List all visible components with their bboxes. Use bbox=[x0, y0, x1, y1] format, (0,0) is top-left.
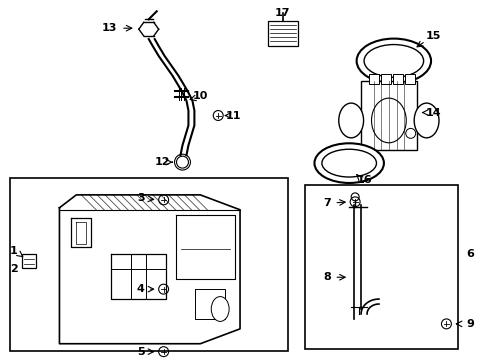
Text: 4: 4 bbox=[137, 284, 145, 294]
Text: 7: 7 bbox=[323, 198, 331, 208]
Text: 17: 17 bbox=[275, 8, 291, 18]
Bar bbox=[361, 81, 416, 150]
Text: 14: 14 bbox=[426, 108, 441, 117]
Bar bbox=[22, 255, 36, 268]
Ellipse shape bbox=[414, 103, 439, 138]
Bar bbox=[305, 185, 458, 349]
Text: 16: 16 bbox=[356, 175, 372, 185]
Text: 9: 9 bbox=[466, 319, 474, 329]
Ellipse shape bbox=[211, 297, 229, 321]
Ellipse shape bbox=[357, 39, 431, 83]
Text: 10: 10 bbox=[193, 91, 208, 101]
Bar bbox=[268, 21, 297, 46]
Text: 6: 6 bbox=[466, 249, 474, 260]
Text: 2: 2 bbox=[10, 264, 18, 274]
Bar bbox=[405, 74, 415, 84]
Ellipse shape bbox=[339, 103, 364, 138]
Bar bbox=[369, 74, 379, 84]
Text: 3: 3 bbox=[137, 193, 145, 203]
Bar bbox=[393, 74, 403, 84]
Ellipse shape bbox=[322, 149, 376, 177]
Ellipse shape bbox=[364, 45, 424, 77]
Text: 15: 15 bbox=[426, 31, 441, 41]
Text: 12: 12 bbox=[155, 157, 171, 167]
Bar bbox=[381, 74, 391, 84]
Text: 11: 11 bbox=[225, 111, 241, 121]
Text: 1: 1 bbox=[10, 247, 18, 256]
Bar bbox=[10, 178, 288, 351]
Text: 5: 5 bbox=[137, 347, 145, 357]
Ellipse shape bbox=[315, 143, 384, 183]
Text: 8: 8 bbox=[323, 272, 331, 282]
Text: 13: 13 bbox=[101, 23, 117, 33]
Ellipse shape bbox=[371, 98, 406, 143]
